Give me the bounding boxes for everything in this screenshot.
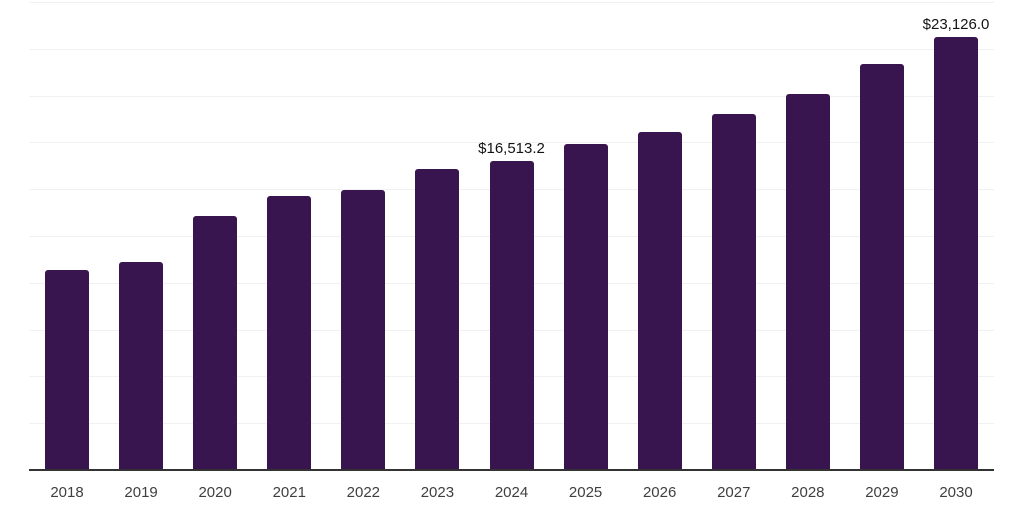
- x-tick-2024: 2024: [494, 484, 529, 501]
- bar-2028: [785, 93, 830, 470]
- bar-2023: [415, 168, 460, 470]
- x-tick-2019: 2019: [124, 484, 158, 501]
- bar-2030: [934, 37, 978, 470]
- x-axis-line: [29, 469, 994, 471]
- data-label-2030: $23,126.0: [922, 16, 990, 34]
- x-tick-2026: 2026: [642, 484, 677, 501]
- data-label-2024: $16,513.2: [478, 139, 545, 157]
- x-tick-2021: 2021: [272, 484, 306, 501]
- bar-2022: [341, 189, 386, 470]
- gridline: [29, 95, 994, 97]
- x-tick-2020: 2020: [198, 484, 232, 501]
- bar-2025: [563, 144, 608, 470]
- bar-2027: [711, 113, 756, 470]
- gridline: [29, 142, 994, 144]
- bar-2026: [637, 131, 682, 470]
- x-tick-2022: 2022: [346, 484, 381, 501]
- x-tick-2028: 2028: [791, 484, 825, 501]
- bar-2019: [119, 261, 164, 470]
- gridline: [29, 48, 994, 50]
- x-tick-2027: 2027: [717, 484, 751, 501]
- x-tick-2025: 2025: [568, 484, 603, 501]
- x-tick-2030: 2030: [939, 484, 973, 501]
- gridline: [29, 2, 994, 3]
- bar-2024: [489, 160, 534, 470]
- bar-2021: [267, 195, 312, 470]
- x-tick-2018: 2018: [50, 484, 84, 501]
- x-tick-2023: 2023: [420, 484, 455, 501]
- bar-2020: [193, 215, 238, 470]
- bar-2029: [859, 63, 904, 470]
- bar-2018: [45, 270, 89, 470]
- x-tick-2029: 2029: [865, 484, 899, 501]
